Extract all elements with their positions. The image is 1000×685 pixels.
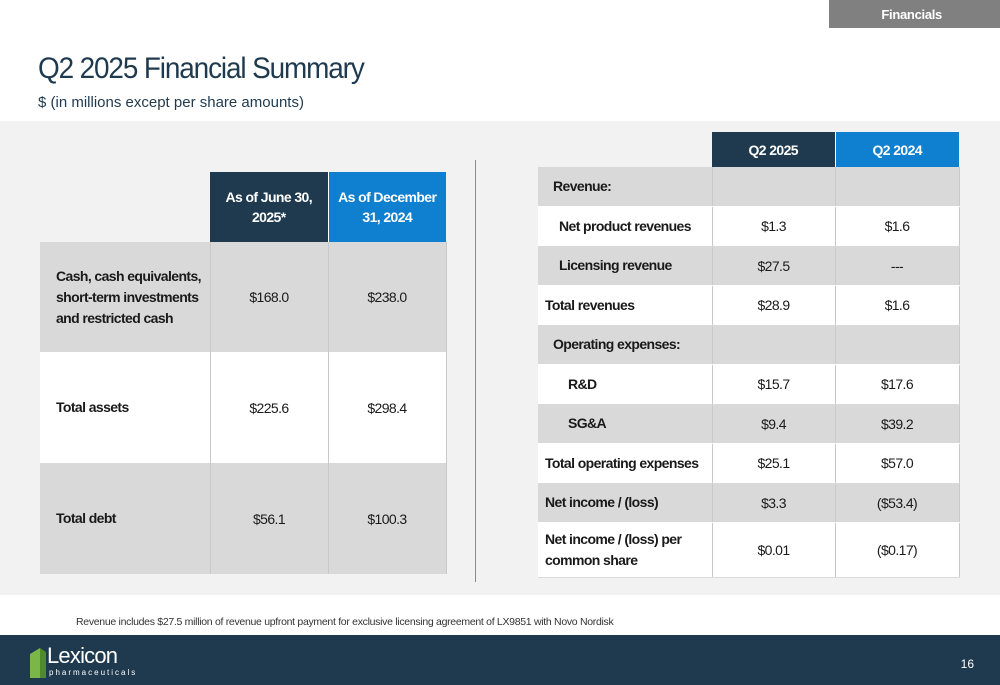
value-cell: $1.3 — [712, 206, 836, 247]
value-cell: --- — [835, 246, 960, 286]
row-label: R&D — [538, 364, 713, 405]
vertical-divider — [475, 160, 476, 582]
value-cell: $56.1 — [210, 463, 329, 574]
table-row: Total debt $56.1 $100.3 — [40, 463, 447, 574]
logo-mark-icon — [30, 648, 46, 678]
value-cell: $27.5 — [712, 246, 836, 286]
table-row: Net income / (loss) per common share $0.… — [538, 522, 960, 578]
table-row: Net product revenues $1.3 $1.6 — [538, 206, 960, 247]
table-row: Net income / (loss) $3.3 ($53.4) — [538, 483, 960, 523]
table-row: R&D $15.7 $17.6 — [538, 364, 960, 405]
value-cell: $3.3 — [712, 483, 836, 523]
row-label: Cash, cash equivalents, short-term inves… — [40, 242, 211, 352]
row-label: Total assets — [40, 352, 211, 463]
value-cell — [835, 167, 960, 207]
balance-sheet-table: As of June 30, 2025* As of December 31, … — [40, 172, 447, 574]
row-label: Total operating expenses — [538, 443, 713, 484]
balance-sheet-header-row: As of June 30, 2025* As of December 31, … — [40, 172, 446, 242]
table-row: Licensing revenue $27.5 --- — [538, 246, 960, 286]
value-cell: $298.4 — [328, 352, 447, 463]
value-cell — [835, 325, 960, 365]
row-label: Net income / (loss) per common share — [538, 522, 713, 578]
value-cell: $1.6 — [835, 206, 960, 247]
header-june-2025: As of June 30, 2025* — [210, 172, 329, 242]
header-blank-cell — [40, 172, 210, 242]
company-logo: Lexicon pharmaceuticals — [30, 643, 135, 680]
header-december-2024: As of December 31, 2024 — [328, 172, 446, 242]
row-label: Net income / (loss) — [538, 483, 713, 523]
table-row: Total operating expenses $25.1 $57.0 — [538, 443, 960, 484]
header-blank-cell — [538, 132, 712, 167]
income-statement-table: Q2 2025 Q2 2024 Revenue: Net product rev… — [538, 132, 960, 578]
value-cell: $168.0 — [210, 242, 329, 352]
header-q2-2025: Q2 2025 — [712, 132, 836, 167]
income-header-row: Q2 2025 Q2 2024 — [538, 132, 959, 167]
table-row: Total revenues $28.9 $1.6 — [538, 285, 960, 326]
row-label: Total revenues — [538, 285, 713, 326]
table-row: Cash, cash equivalents, short-term inves… — [40, 242, 447, 352]
table-row: SG&A $9.4 $39.2 — [538, 404, 960, 444]
value-cell — [712, 167, 836, 207]
page-number: 16 — [960, 657, 974, 671]
value-cell: $225.6 — [210, 352, 329, 463]
header-q2-2024: Q2 2024 — [835, 132, 959, 167]
value-cell: $15.7 — [712, 364, 836, 405]
logo-wordmark: Lexicon — [47, 643, 118, 668]
value-cell: $57.0 — [835, 443, 960, 484]
table-row: Operating expenses: — [538, 325, 960, 365]
row-label: SG&A — [538, 404, 713, 444]
table-row: Revenue: — [538, 167, 960, 207]
footer-bar: Lexicon pharmaceuticals 16 — [0, 635, 1000, 685]
page-subtitle: $ (in millions except per share amounts) — [38, 94, 304, 111]
table-row: Total assets $225.6 $298.4 — [40, 352, 447, 463]
value-cell: $17.6 — [835, 364, 960, 405]
value-cell: $28.9 — [712, 285, 836, 326]
value-cell: $39.2 — [835, 404, 960, 444]
logo-tagline: pharmaceuticals — [49, 668, 138, 677]
value-cell: $9.4 — [712, 404, 836, 444]
value-cell: $238.0 — [328, 242, 447, 352]
value-cell: $25.1 — [712, 443, 836, 484]
row-label: Revenue: — [538, 167, 713, 207]
section-tag: Financials — [829, 0, 1000, 28]
row-label: Licensing revenue — [538, 246, 713, 286]
page-title: Q2 2025 Financial Summary — [38, 52, 365, 85]
row-label: Net product revenues — [538, 206, 713, 247]
value-cell: $100.3 — [328, 463, 447, 574]
row-label: Total debt — [40, 463, 211, 574]
value-cell: $1.6 — [835, 285, 960, 326]
value-cell — [712, 325, 836, 365]
value-cell: $0.01 — [712, 522, 836, 578]
value-cell: ($0.17) — [835, 522, 960, 578]
row-label: Operating expenses: — [538, 325, 713, 365]
value-cell: ($53.4) — [835, 483, 960, 523]
footnote: Revenue includes $27.5 million of revenu… — [76, 616, 614, 628]
